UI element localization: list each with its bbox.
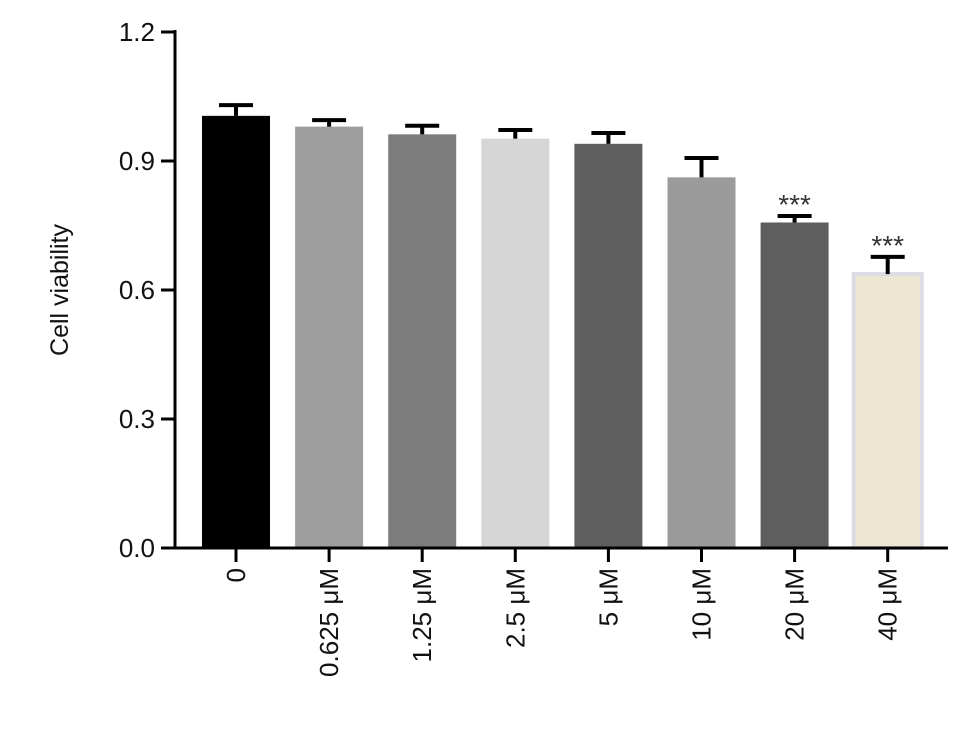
error-bar-3 (405, 123, 440, 135)
y-tick-label-5: 1.2 (119, 17, 155, 47)
bar-4 (481, 138, 550, 548)
bar-1 (202, 115, 270, 548)
error-bars-layer (219, 103, 905, 275)
significance-layer: *** *** (778, 189, 904, 261)
x-tick-label-5: 5 μM (593, 568, 623, 626)
bar-6 (667, 177, 736, 548)
x-tick-label-8: 40 μM (873, 568, 903, 641)
bar-8 (851, 272, 924, 550)
bar-3 (388, 134, 457, 548)
bar-7 (760, 222, 829, 549)
y-axis-title: Cell viability (46, 224, 74, 356)
x-tick-label-2: 0.625 μM (314, 568, 344, 677)
bar-5 (574, 143, 643, 549)
x-tick-label-1: 0 (221, 568, 251, 582)
error-bar-7 (777, 214, 812, 223)
error-bar-4 (498, 128, 533, 139)
x-tick-label-3: 1.25 μM (407, 568, 437, 662)
significance-marker-7: *** (778, 189, 811, 220)
x-tick-label-4: 2.5 μM (500, 568, 530, 648)
error-bar-5 (591, 131, 626, 144)
y-tick-label-2: 0.3 (119, 404, 155, 434)
bar-2 (295, 126, 364, 548)
axes-layer (161, 30, 948, 562)
error-bar-2 (312, 118, 347, 127)
error-bar-1 (219, 103, 253, 116)
y-tick-label-4: 0.9 (119, 146, 155, 176)
bars-layer (202, 115, 924, 550)
error-bar-8 (870, 254, 905, 275)
x-tick-label-7: 20 μM (780, 568, 810, 641)
error-bar-6 (684, 155, 719, 178)
y-tick-label-1: 0.0 (119, 533, 155, 563)
x-tick-label-6: 10 μM (687, 568, 717, 641)
y-tick-label-3: 0.6 (119, 275, 155, 305)
significance-marker-8: *** (871, 230, 904, 261)
labels-layer: 0 0.625 μM 1.25 μM 2.5 μM 5 μM 10 μM 20 μM 40 μ… (119, 17, 903, 677)
